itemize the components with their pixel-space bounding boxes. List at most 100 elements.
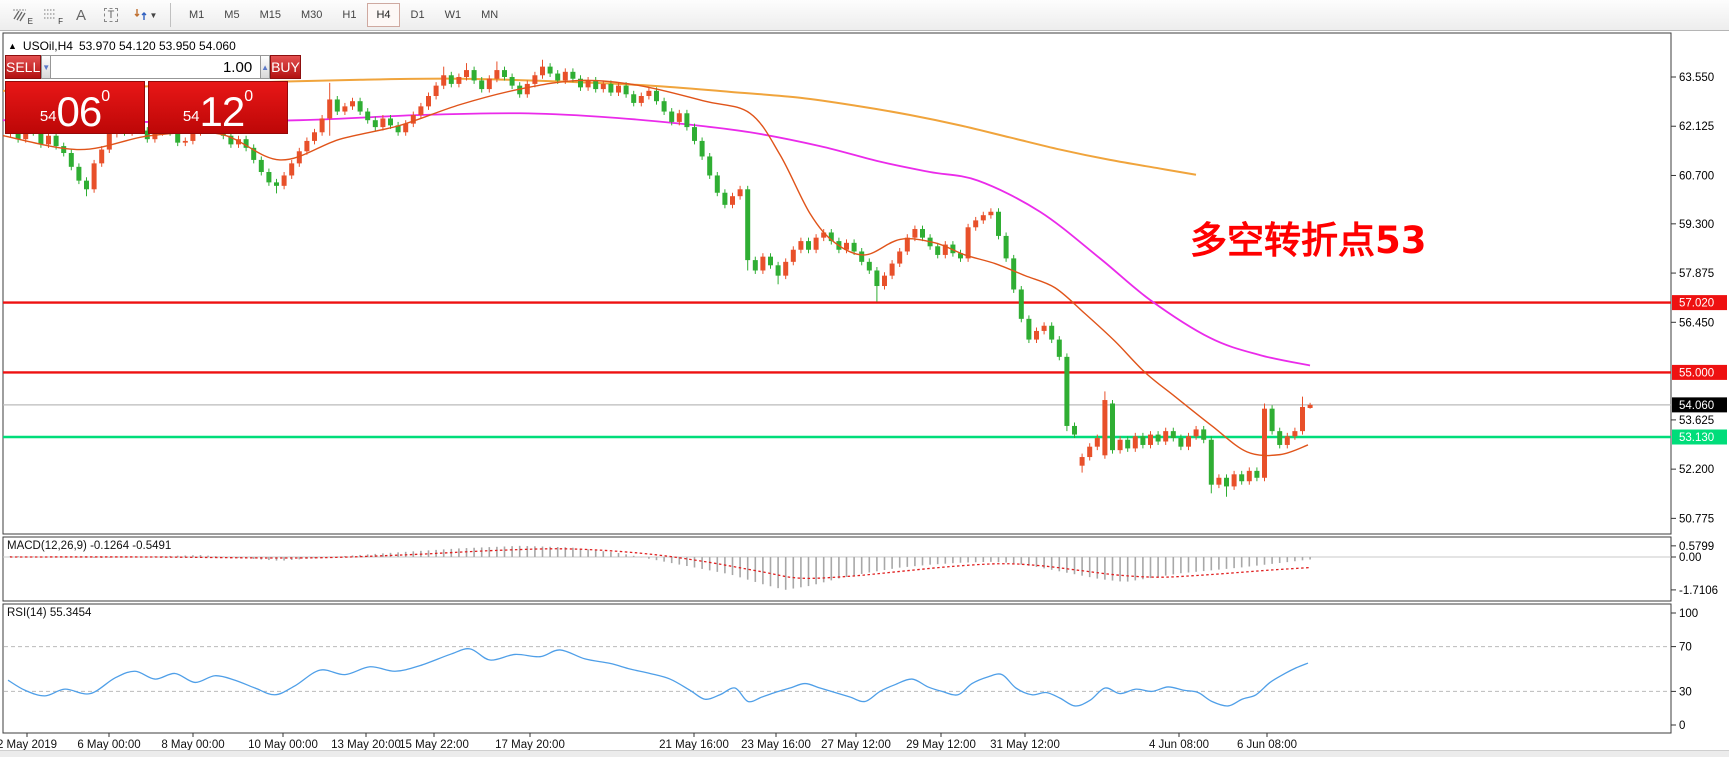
rsi-line: [7, 648, 1309, 707]
timeframe-button-h1[interactable]: H1: [342, 9, 357, 21]
candle-body: [1246, 470, 1252, 482]
timeframe-button-m1[interactable]: M1: [189, 9, 205, 21]
sell-button[interactable]: SELL: [5, 55, 42, 79]
candle-body: [1155, 434, 1161, 442]
timeframe-button-mn[interactable]: MN: [481, 9, 499, 21]
symbol-name: USOil,H4: [22, 39, 73, 53]
buy-price-box[interactable]: 54 12 0: [148, 81, 288, 134]
candle-body: [806, 241, 811, 250]
candle-body: [828, 232, 834, 242]
arrows-icon[interactable]: ▼: [126, 3, 164, 27]
price-badge: [1672, 429, 1727, 445]
candle-body: [426, 96, 431, 107]
candle-body: [889, 263, 895, 276]
candle-body: [798, 241, 804, 250]
candle-body: [182, 140, 188, 143]
timeframe-button-m15[interactable]: M15: [259, 9, 281, 21]
candle-body: [1178, 438, 1184, 447]
candle-body: [813, 237, 819, 250]
candle-body: [555, 73, 561, 81]
candle-body: [372, 120, 378, 128]
candle-body: [988, 211, 994, 216]
candle-body: [737, 189, 743, 197]
candle-body: [61, 146, 67, 154]
candle-body: [1072, 425, 1077, 435]
grid-icon[interactable]: F: [36, 3, 66, 27]
candle-body: [1034, 330, 1039, 340]
candle-body: [304, 140, 310, 152]
candle-body: [714, 175, 720, 193]
candle-body: [1284, 436, 1290, 445]
main-pane-border: [2, 32, 1672, 535]
candle-body: [1224, 477, 1229, 487]
date-axis-label: 8 May 00:00: [161, 739, 224, 751]
text-box-icon[interactable]: T: [96, 3, 126, 27]
candle-body: [190, 132, 196, 141]
symbol-header: ▲ USOil,H4 53.970 54.120 53.950 54.060: [8, 39, 236, 53]
rsi-axis-label: 30: [1679, 686, 1692, 698]
rsi-label: RSI(14) 55.3454: [7, 607, 92, 619]
candle-body: [38, 132, 44, 145]
price-badge: [1672, 295, 1727, 311]
text-a-icon[interactable]: A: [75, 6, 86, 24]
rsi-axis-label: 70: [1679, 642, 1692, 654]
sell-price-box[interactable]: 54 06 0: [5, 81, 145, 134]
toolbar: E F A T ▼ M1 M5 M15 M30 H1 H4 D1 W1 MN: [0, 0, 1729, 31]
symbol-ohlc: 53.970 54.120 53.950 54.060: [78, 39, 236, 53]
price-axis-label: 59.300: [1679, 219, 1714, 231]
candle-body: [760, 256, 766, 271]
candle-body: [1300, 406, 1305, 432]
candle-body: [334, 99, 340, 112]
timeframe-button-h4[interactable]: H4: [367, 3, 400, 27]
candle-body: [1163, 431, 1169, 442]
toolbar-separator: [170, 3, 171, 27]
date-axis-label: 23 May 16:00: [741, 739, 811, 751]
candle-body: [920, 229, 925, 238]
candle-body: [1102, 400, 1108, 456]
objects-chart-icon[interactable]: E: [6, 3, 36, 27]
candle-body: [851, 242, 857, 252]
candle-body: [502, 70, 507, 77]
candle-body: [996, 211, 1001, 236]
timeframe-button-d1[interactable]: D1: [410, 9, 425, 21]
candle-body: [486, 78, 492, 90]
candle-body: [866, 261, 872, 271]
price-axis-label: 57.875: [1679, 268, 1714, 280]
candle-body: [958, 253, 963, 259]
horizontal-scrollbar[interactable]: [0, 750, 1729, 757]
candle-body: [965, 227, 971, 259]
candle-body: [289, 163, 295, 176]
price-badge-label: 57.020: [1679, 298, 1714, 310]
symbol-collapse-icon[interactable]: ▲: [8, 41, 17, 51]
buy-button[interactable]: BUY: [270, 55, 301, 79]
timeframe-button-m30[interactable]: M30: [300, 9, 323, 21]
timeframe-button-w1[interactable]: W1: [444, 9, 462, 21]
candle-body: [228, 135, 234, 145]
candle-body: [646, 90, 652, 97]
ma-mid-line: [2, 112, 1311, 367]
date-axis-label: 6 Jun 08:00: [1237, 739, 1297, 751]
candle-body: [585, 80, 591, 88]
date-axis-label: 29 May 12:00: [906, 739, 976, 751]
volume-up-button[interactable]: ▲: [260, 55, 271, 79]
candle-body: [388, 118, 393, 126]
candle-body: [1087, 446, 1093, 458]
volume-input[interactable]: [51, 55, 261, 79]
volume-down-button[interactable]: ▼: [41, 55, 52, 79]
price-axis-label: 62.125: [1679, 121, 1714, 133]
price-badge-label: 53.130: [1679, 432, 1714, 444]
candle-body: [433, 85, 439, 97]
candle-body: [1201, 429, 1207, 440]
timeframe-button-m5[interactable]: M5: [224, 9, 240, 21]
candle-body: [692, 127, 697, 141]
candle-body: [1018, 289, 1024, 319]
candle-body: [448, 75, 454, 84]
candle-body: [562, 71, 568, 81]
date-axis-label: 10 May 00:00: [248, 739, 318, 751]
candle-body: [904, 237, 910, 252]
price-axis-label: 60.700: [1679, 170, 1714, 182]
candle-body: [1231, 474, 1237, 487]
one-click-trading-panel: SELL ▼ ▲ BUY 54 06 0 54 12 0: [5, 55, 301, 134]
candle-body: [1269, 408, 1275, 432]
